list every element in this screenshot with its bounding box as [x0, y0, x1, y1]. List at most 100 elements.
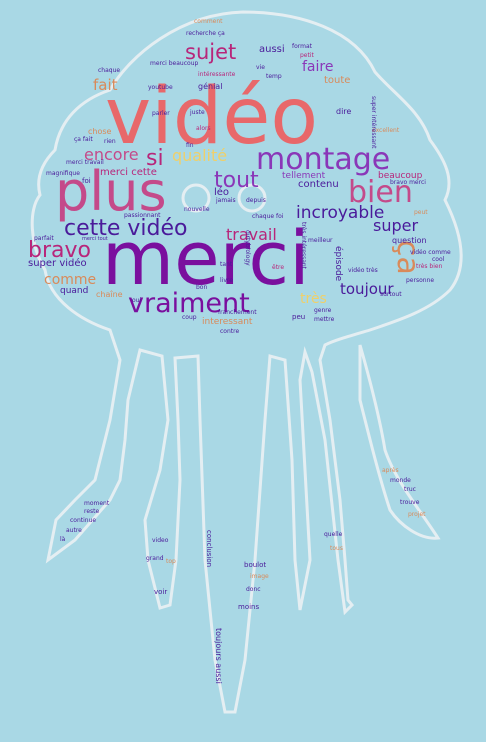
- word-genre: genre: [314, 307, 332, 314]
- word-fin: fin: [186, 142, 194, 149]
- word-contenu: contenu: [298, 179, 339, 190]
- word-super: super: [373, 216, 419, 235]
- word-merci-travail: merci travail: [66, 159, 104, 166]
- word-bravo-merci: bravo merci: [390, 179, 426, 186]
- word-toute: toute: [324, 75, 351, 86]
- word-dirtybiology: dirtybiology: [244, 230, 251, 266]
- word-coup: coup: [182, 314, 197, 321]
- word-nouvelle: nouvelle: [184, 206, 210, 213]
- word-la: là: [60, 536, 66, 543]
- word-boulot: boulot: [244, 561, 267, 569]
- word-merci-beaucoup: merci beaucoup: [150, 60, 199, 67]
- word-montage: montage: [256, 142, 391, 177]
- silhouette-outline: [30, 10, 463, 714]
- word-apres: après: [382, 467, 399, 474]
- word-video-comme: vidéo comme: [410, 249, 451, 256]
- word-reste: reste: [84, 508, 100, 515]
- word-comme: comme: [44, 272, 97, 288]
- word-alors: alors: [196, 125, 211, 132]
- word-cette-video: cette vidéo: [64, 216, 188, 241]
- word-tres: très: [300, 291, 327, 307]
- word-bon: bon: [196, 284, 208, 291]
- word-ca-fait: ça fait: [74, 136, 93, 143]
- word-chaque: chaque: [98, 67, 121, 74]
- word-truc: truc: [404, 486, 416, 493]
- word-travail: travail: [226, 225, 277, 244]
- word-qualite: qualité: [172, 146, 228, 165]
- word-parler: parler: [152, 110, 170, 117]
- word-aussi: aussi: [259, 44, 285, 55]
- word-jamais: jamais: [216, 197, 236, 204]
- word-fait: fait: [93, 76, 118, 94]
- word-conclusion: conclusion: [205, 530, 213, 568]
- word-faire: faire: [302, 59, 334, 75]
- word-tres-interessant: très intéressant: [300, 222, 307, 270]
- word-incroyable: incroyable: [296, 203, 385, 223]
- word-top: top: [166, 558, 176, 565]
- word-si: si: [146, 146, 164, 171]
- word-projet: projet: [408, 511, 426, 518]
- word-tellement: tellement: [282, 171, 326, 181]
- word-parfait: parfait: [34, 235, 54, 242]
- word-image: image: [250, 573, 269, 580]
- word-video-small: video: [152, 537, 169, 544]
- word-franchement: franchement: [218, 309, 257, 316]
- word-super-interessant: super intéressant: [370, 96, 377, 149]
- word-depuis: depuis: [246, 197, 266, 204]
- word-grand: grand: [146, 555, 164, 562]
- word-personne: personne: [406, 277, 435, 284]
- eye-right: [237, 183, 267, 213]
- word-temp: temp: [266, 73, 282, 80]
- word-toujours-aussi: toujours aussi: [214, 628, 223, 684]
- word-chaque-foi: chaque foi: [252, 213, 284, 220]
- word-bien: bien: [348, 175, 413, 210]
- word-donc: donc: [246, 586, 261, 593]
- word-dire: dire: [336, 107, 352, 116]
- word-video: vidéo: [105, 72, 319, 162]
- word-petit: petit: [300, 52, 314, 59]
- word-plus: plus: [55, 160, 167, 223]
- word-peut: peut: [414, 209, 428, 216]
- word-comment: comment: [194, 18, 223, 25]
- word-tous: tous: [330, 545, 343, 552]
- word-vie: vie: [256, 64, 265, 71]
- word-cool: cool: [432, 256, 445, 263]
- word-foi: foi: [82, 177, 91, 185]
- word-format: format: [292, 43, 313, 50]
- word-meilleur: meilleur: [308, 237, 333, 244]
- word-magnifique: magnifique: [46, 170, 80, 177]
- word-surtout: surtout: [380, 291, 402, 298]
- word-video-tres: vidéo très: [348, 267, 378, 274]
- word-tout: tout: [214, 168, 259, 193]
- word-recherche-ca: recherche ça: [186, 30, 225, 37]
- word-interessante: intéressante: [198, 71, 236, 78]
- word-monde: monde: [390, 477, 411, 484]
- word-peu: peu: [292, 313, 306, 321]
- word-toujour: toujour: [340, 280, 394, 298]
- word-oui: oui: [132, 297, 142, 304]
- tentacle-right-outline: [358, 344, 441, 540]
- word-quand: quand: [60, 286, 89, 296]
- word-tant: tant: [220, 261, 233, 268]
- word-juste: juste: [190, 109, 205, 116]
- word-trouve: trouve: [400, 499, 420, 506]
- word-tres-bien: très bien: [416, 263, 443, 270]
- word-continue: continue: [70, 517, 97, 524]
- word-youtube: youtube: [148, 84, 173, 91]
- word-question: question: [392, 236, 427, 245]
- word-contre: contre: [220, 328, 240, 335]
- word-chose: chose: [88, 127, 112, 136]
- word-autre: autre: [66, 527, 82, 534]
- word-voir: voir: [154, 588, 168, 596]
- word-chaine: chaîne: [96, 290, 123, 299]
- word-episode: épisode: [333, 246, 343, 282]
- word-passionnant: passionnant: [124, 212, 161, 219]
- word-interessant: interessant: [202, 317, 253, 327]
- word-excellent: excellent: [372, 127, 400, 134]
- word-etre: être: [272, 264, 285, 271]
- word-rien: rien: [104, 138, 116, 145]
- word-mettre: mettre: [314, 316, 335, 323]
- word-leo: léo: [214, 187, 230, 198]
